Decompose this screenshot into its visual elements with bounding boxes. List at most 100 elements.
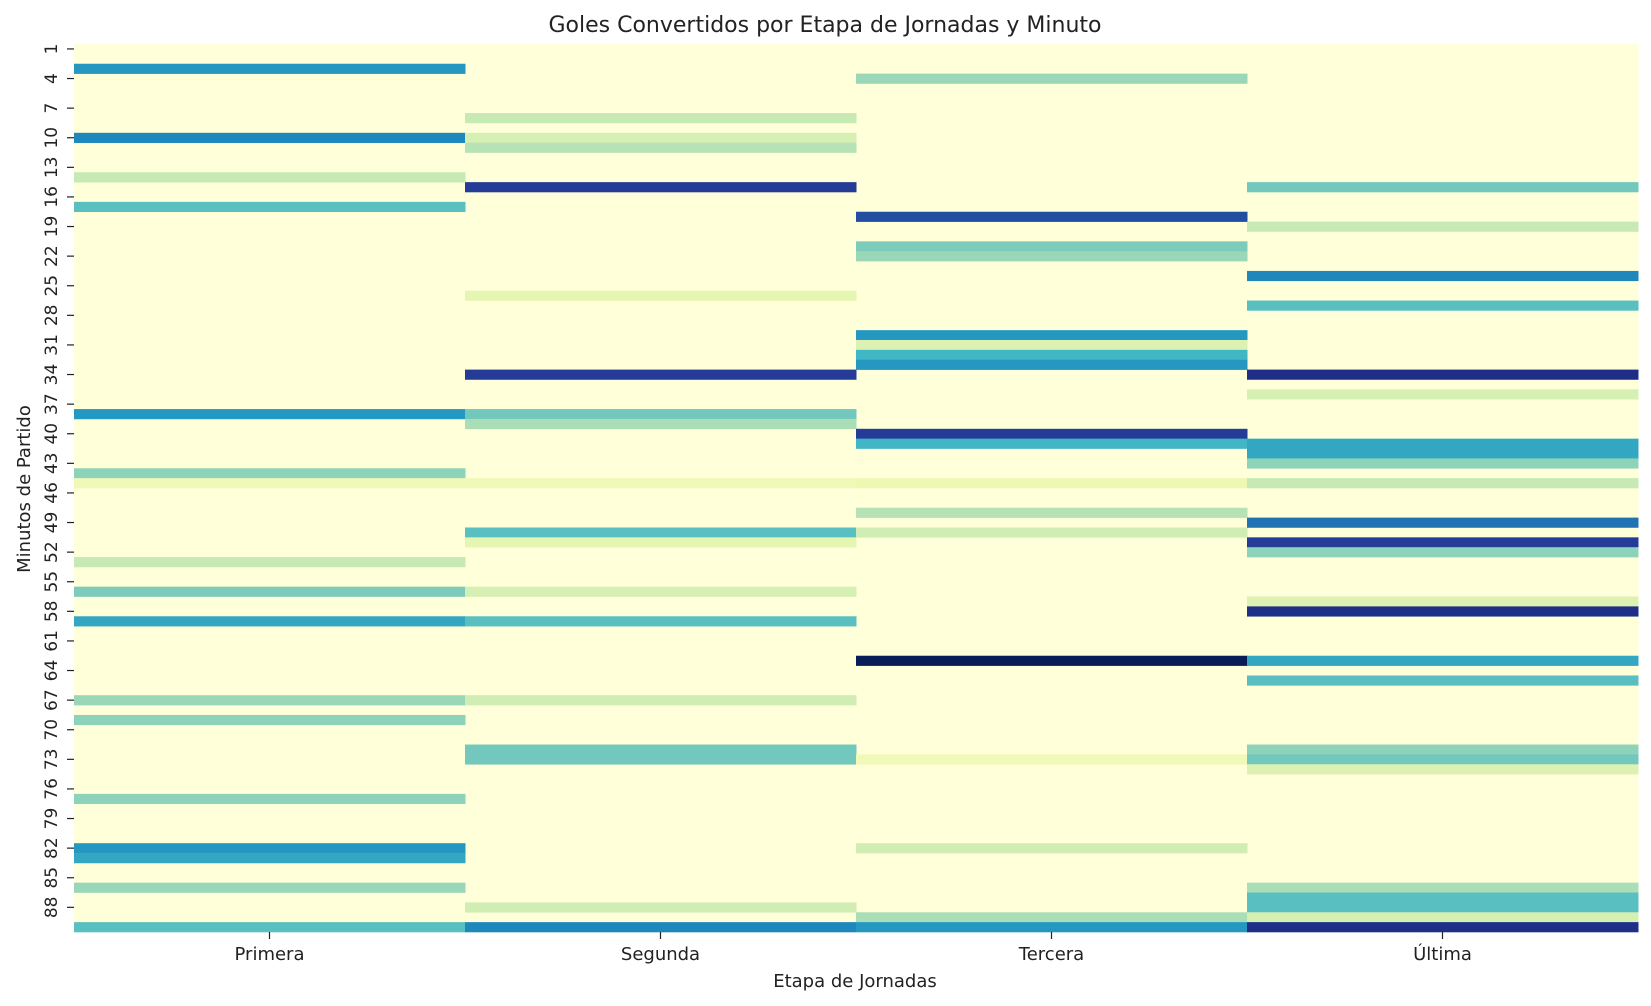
- y-tick-label: 7: [42, 103, 62, 114]
- heatmap-cell: [1247, 537, 1639, 548]
- heatmap-cell: [74, 172, 466, 183]
- heatmap-cell: [856, 438, 1248, 449]
- heatmap-cell: [74, 557, 466, 568]
- heatmap-cell: [74, 63, 466, 74]
- heatmap-cell: [74, 922, 466, 933]
- y-tick-label: 19: [42, 216, 62, 238]
- heatmap-cell: [1247, 912, 1639, 923]
- heatmap-cell: [1247, 744, 1639, 755]
- x-tick-label: Última: [1413, 943, 1472, 965]
- y-tick-label: 88: [42, 897, 62, 919]
- heatmap-cell: [465, 142, 857, 153]
- heatmap-cell: [856, 359, 1248, 370]
- heatmap-cell: [465, 290, 857, 301]
- heatmap-cell: [74, 793, 466, 805]
- heatmap-cell: [1247, 438, 1639, 449]
- heatmap-cell: [74, 695, 466, 706]
- heatmap-cell: [74, 409, 466, 420]
- y-tick-label: 67: [42, 689, 62, 711]
- heatmap-cell: [1247, 754, 1639, 765]
- y-tick-label: 85: [42, 867, 62, 889]
- heatmap-cell: [1247, 300, 1639, 311]
- heatmap-cell: [1247, 922, 1639, 933]
- x-tick-label: Tercera: [1018, 944, 1084, 965]
- heatmap-cell: [856, 507, 1248, 518]
- heatmap-cell: [74, 853, 466, 864]
- heatmap-cell: [856, 527, 1248, 538]
- y-tick-label: 34: [42, 364, 62, 386]
- heatmap-cell: [1247, 221, 1639, 232]
- heatmap-cell: [1247, 389, 1639, 400]
- heatmap-cell: [1247, 675, 1639, 686]
- heatmap-cell: [1247, 882, 1639, 893]
- heatmap-cell: [465, 478, 857, 489]
- y-tick-label: 49: [42, 512, 62, 534]
- heatmap-cell: [1247, 655, 1639, 666]
- y-tick-label: 13: [42, 157, 62, 179]
- y-tick-label: 70: [42, 719, 62, 741]
- y-tick-label: 82: [42, 837, 62, 859]
- heatmap-cell: [1247, 270, 1639, 282]
- y-tick-label: 64: [42, 660, 62, 682]
- heatmap-cell: [1247, 892, 1639, 903]
- heatmap-cell: [74, 714, 466, 726]
- y-tick-label: 46: [42, 482, 62, 504]
- heatmap-cell: [1247, 902, 1639, 913]
- heatmap-cell: [1247, 458, 1639, 469]
- y-tick-label: 61: [42, 630, 62, 652]
- heatmap-cell: [74, 468, 466, 479]
- heatmap-cell: [74, 478, 466, 489]
- y-tick-label: 40: [42, 423, 62, 445]
- heatmap-cell: [1247, 764, 1639, 775]
- y-tick-label: 73: [42, 749, 62, 771]
- y-tick-label: 16: [42, 186, 62, 208]
- heatmap-cell: [74, 132, 466, 143]
- heatmap-cell: [856, 73, 1248, 84]
- heatmap-cell: [465, 586, 857, 597]
- heatmap-cell: [856, 922, 1248, 933]
- y-tick-label: 10: [42, 127, 62, 149]
- heatmap-cell: [465, 754, 857, 765]
- heatmap-cell: [74, 843, 466, 854]
- y-tick-label: 43: [42, 453, 62, 475]
- heatmap-plot-area: [74, 44, 1639, 933]
- x-axis-label: Etapa de Jornadas: [773, 971, 937, 992]
- heatmap-cell: [1247, 448, 1639, 459]
- y-tick-label: 31: [42, 334, 62, 356]
- heatmap-cell: [1247, 596, 1639, 607]
- heatmap-cell: [856, 330, 1248, 341]
- x-axis: Primera Segunda Tercera Última: [235, 932, 1472, 965]
- x-tick-label: Segunda: [621, 944, 700, 965]
- heatmap-cell: [856, 349, 1248, 361]
- heatmap-cell: [465, 182, 857, 193]
- heatmap-cell: [465, 409, 857, 420]
- heatmap-cell: [1247, 478, 1639, 489]
- y-tick-label: 76: [42, 778, 62, 800]
- heatmap-cell: [856, 251, 1248, 262]
- y-axis: 1 4 7 10 13 16 19 22 25 28 31 34 37 40 43 46 49 52 55 58 61 6…: [42, 44, 74, 919]
- heatmap-cell: [1247, 606, 1639, 617]
- heatmap-cell: [465, 744, 857, 755]
- y-tick-label: 52: [42, 541, 62, 563]
- heatmap-cell: [465, 113, 857, 124]
- heatmap-cell: [74, 586, 466, 597]
- heatmap-cell: [74, 616, 466, 627]
- heatmap-cell: [465, 695, 857, 706]
- heatmap-cell: [465, 537, 857, 548]
- x-tick-label: Primera: [235, 944, 305, 965]
- heatmap-cell: [465, 527, 857, 538]
- heatmap-cell: [1247, 182, 1639, 193]
- heatmap-cell: [856, 754, 1248, 765]
- heatmap-cell: [465, 369, 857, 380]
- heatmap-cell: [465, 616, 857, 627]
- y-tick-label: 25: [42, 275, 62, 297]
- y-tick-label: 1: [42, 44, 62, 55]
- heatmap-cell: [856, 655, 1248, 666]
- y-tick-label: 79: [42, 808, 62, 830]
- y-tick-label: 22: [42, 245, 62, 267]
- heatmap-cell: [856, 241, 1248, 252]
- heatmap-cell: [856, 211, 1248, 222]
- y-tick-label: 58: [42, 601, 62, 623]
- heatmap-cell: [465, 132, 857, 143]
